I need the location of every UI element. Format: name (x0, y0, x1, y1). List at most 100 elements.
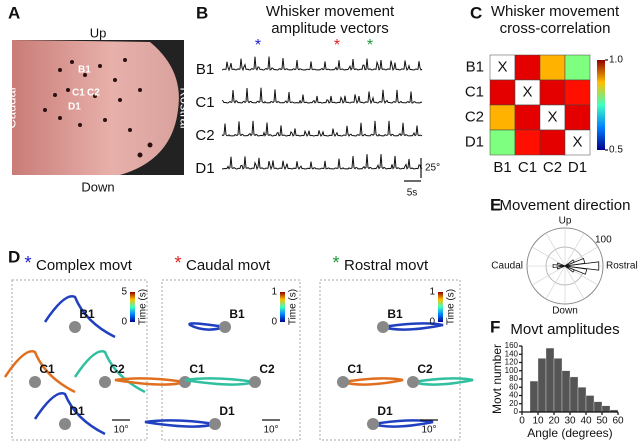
whisker-label: B1 (78, 65, 91, 76)
heat-cell (564, 79, 591, 106)
hist-bar (601, 405, 611, 413)
panel-letter: C (470, 3, 482, 22)
panel-title: Whisker movement (491, 3, 620, 20)
heat-cell (564, 104, 591, 131)
colorbar-label: 1.0 (609, 55, 623, 66)
row-label: D1 (195, 160, 214, 177)
hist-bar (561, 370, 571, 413)
photo-whisker-dots (43, 58, 153, 158)
polar-rostral: Rostral (606, 261, 638, 272)
y-tick-label: 100 (505, 366, 519, 375)
y-tick-label: 140 (505, 349, 519, 358)
trajectory (43, 295, 116, 339)
heat-cell (564, 54, 591, 81)
panel-letter: E (490, 195, 501, 214)
heat-cell (514, 79, 541, 106)
panel-title: amplitude vectors (271, 20, 389, 37)
trajectory (382, 322, 444, 331)
colorbar-title: Time (s) (446, 289, 457, 325)
label-down: Down (81, 179, 114, 194)
time-colorbar (438, 292, 443, 322)
y-tick-label: 160 (505, 341, 519, 350)
hist-bar (537, 358, 547, 413)
polar-up: Up (559, 216, 572, 227)
whisker-label: B1 (229, 307, 245, 321)
colorbar-tick-label: 0 (121, 317, 127, 328)
x-tick-label: 40 (580, 416, 592, 427)
heat-cell (489, 79, 516, 106)
panel-letter: F (490, 317, 500, 336)
rose-wedge (556, 262, 566, 267)
whisker-label: C2 (87, 88, 100, 99)
row-label: C2 (195, 127, 214, 144)
hist-bar (585, 395, 595, 413)
trajectory (188, 322, 226, 331)
col-label: C2 (543, 159, 562, 176)
label-caudal: Caudal (3, 87, 18, 128)
trajectory (144, 419, 216, 428)
subpanel-title: Caudal movt (186, 257, 271, 274)
x-tick-label: 60 (612, 416, 624, 427)
y-axis-label: Movt number (490, 344, 504, 414)
rose-wedge (564, 265, 575, 273)
whisker-label: D1 (377, 404, 393, 418)
label-up: Up (90, 25, 107, 40)
trajectory (114, 377, 186, 386)
trajectory (3, 350, 76, 394)
whisker-base (337, 376, 349, 388)
polar-caudal: Caudal (491, 261, 523, 272)
polar-spoke (564, 232, 585, 267)
whisker-label: C1 (39, 362, 55, 376)
trace (221, 87, 423, 105)
panel-letter: D (8, 247, 20, 266)
heat-cell (564, 129, 591, 156)
colorbar-tick-label: 0 (271, 317, 277, 328)
hist-bar (545, 347, 555, 413)
diagonal-mark: X (497, 58, 507, 75)
trace (221, 120, 423, 137)
x-axis-label: Angle (degrees) (527, 426, 612, 440)
star: * (334, 37, 340, 54)
y-tick-label: 60 (509, 382, 518, 391)
heat-cell (514, 104, 541, 131)
colorbar-tick-label: 0 (429, 317, 435, 328)
hist-bar (529, 380, 539, 413)
star: * (332, 253, 339, 273)
colorbar-label: 0.5 (609, 145, 623, 156)
d-frames (11, 279, 461, 441)
whisker-label: C1 (347, 362, 363, 376)
panel-title: Movt amplitudes (510, 321, 619, 338)
heat-cell (489, 104, 516, 131)
time-colorbar (130, 292, 135, 322)
polar-spoke (531, 265, 566, 286)
x-tick-label: 30 (564, 416, 576, 427)
x-tick-label: 0 (519, 416, 525, 427)
polar-spoke (531, 246, 566, 267)
x-tick-label: 50 (596, 416, 608, 427)
hist-bar (593, 401, 603, 413)
panel-letter: B (196, 3, 208, 22)
y-tick-label: 120 (505, 358, 519, 367)
y-tick-label: 20 (509, 399, 518, 408)
polar-radius-label: 100 (595, 235, 612, 246)
whisker-label: C1 (72, 88, 85, 99)
row-label: D1 (465, 133, 484, 150)
polar-spoke (545, 265, 566, 300)
heat-cell (489, 54, 516, 81)
row-label: B1 (466, 58, 484, 75)
col-label: C1 (518, 159, 537, 176)
y-tick-label: 0 (514, 407, 519, 416)
x-tick-label: 20 (548, 416, 560, 427)
label-rostral: Rostral (178, 87, 193, 128)
whisker-base (249, 376, 261, 388)
trajectory (33, 392, 106, 436)
whisker-label: B1 (79, 307, 95, 321)
whisker-label: D1 (219, 404, 235, 418)
heat-cell (514, 129, 541, 156)
whisker-base (219, 321, 231, 333)
whisker-base (209, 418, 221, 430)
whisker-base (407, 376, 419, 388)
star: * (255, 37, 261, 54)
polar-spoke (564, 265, 585, 300)
